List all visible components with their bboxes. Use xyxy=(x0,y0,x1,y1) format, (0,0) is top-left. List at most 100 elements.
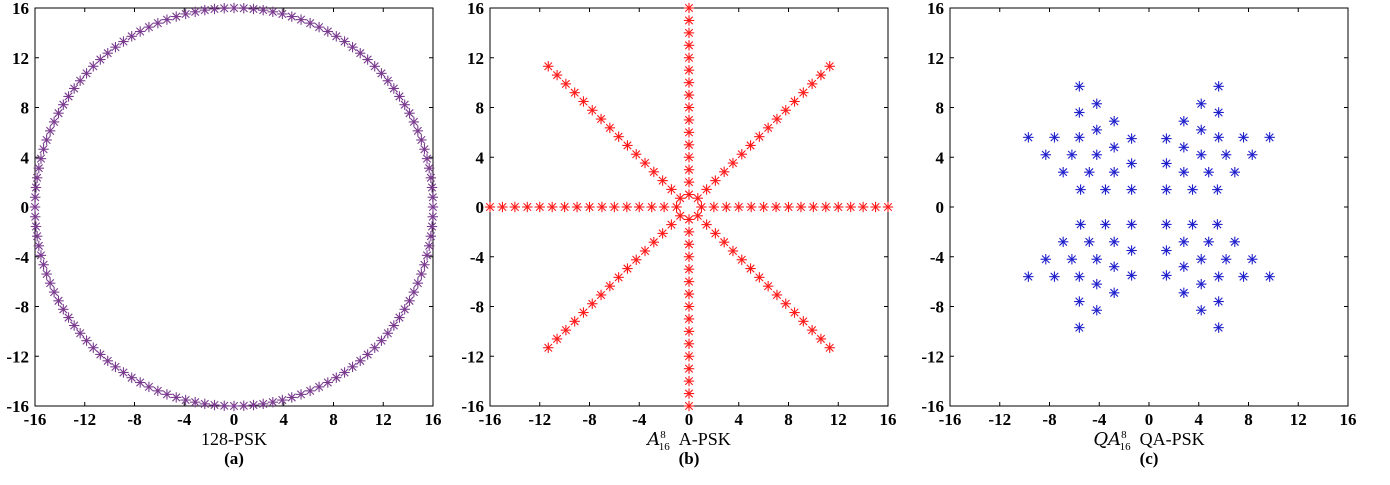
constellation-point xyxy=(394,312,405,323)
constellation-point xyxy=(257,398,269,410)
constellation-point xyxy=(683,64,695,76)
constellation-point xyxy=(604,280,616,292)
constellation-point xyxy=(727,157,739,169)
constellation-point xyxy=(48,116,60,128)
constellation-point xyxy=(1023,132,1034,143)
constellation-point xyxy=(587,105,598,116)
constellation-point xyxy=(238,3,249,14)
y-tick-label: 12 xyxy=(467,49,484,68)
constellation-point xyxy=(331,31,342,42)
constellation-point xyxy=(369,61,380,72)
x-tick-label: -4 xyxy=(1092,410,1107,429)
constellation-point xyxy=(199,4,211,16)
constellation-point xyxy=(560,78,572,90)
constellation-point xyxy=(286,11,297,22)
constellation-point xyxy=(423,240,435,252)
constellation-point xyxy=(1196,305,1207,316)
constellation-point xyxy=(683,276,695,287)
constellation-point xyxy=(692,210,703,221)
constellation-point xyxy=(798,87,809,98)
constellation-point xyxy=(692,193,703,204)
constellation-point xyxy=(683,251,695,262)
constellation-point xyxy=(621,201,633,213)
constellation-point xyxy=(102,47,113,59)
constellation-point xyxy=(161,14,173,25)
x-tick-label: 16 xyxy=(1340,410,1357,429)
constellation-point xyxy=(718,236,730,248)
constellation-point xyxy=(870,201,881,213)
constellation-point xyxy=(578,96,589,107)
constellation-point xyxy=(88,342,99,353)
axis-ticks: -16 -12 -8 -4 0 4 8 12 16 -16 -12 -8 -4 0 4 8 12 16 xyxy=(6,0,441,429)
constellation-point xyxy=(322,377,334,388)
constellation-point xyxy=(58,304,69,315)
constellation-point xyxy=(613,272,624,283)
x-axis-label: QA8 16 QA-PSK xyxy=(1093,429,1204,453)
subcaption: (a) xyxy=(224,449,244,468)
constellation-point xyxy=(546,201,558,213)
x-tick-label: 0 xyxy=(230,410,239,429)
constellation-point xyxy=(754,131,765,142)
constellation-point xyxy=(1091,149,1102,160)
constellation-point xyxy=(780,298,791,309)
constellation-point xyxy=(1049,271,1060,282)
constellation-point xyxy=(134,377,146,388)
constellation-point xyxy=(604,122,616,134)
constellation-point xyxy=(1238,271,1249,282)
constellation-point xyxy=(277,8,288,20)
constellation-point xyxy=(560,324,572,336)
constellation-point xyxy=(1187,184,1198,195)
constellation-point xyxy=(376,335,387,346)
constellation-point xyxy=(658,201,670,213)
constellation-point xyxy=(404,295,415,307)
constellation-point xyxy=(209,399,220,411)
constellation-point xyxy=(1213,81,1224,92)
constellation-point xyxy=(1091,124,1102,136)
constellation-point xyxy=(228,2,240,14)
constellation-point xyxy=(1126,158,1137,169)
constellation-point xyxy=(595,289,607,301)
constellation-point xyxy=(1213,271,1224,282)
constellation-point xyxy=(399,304,410,315)
x-tick-label: 4 xyxy=(735,410,744,429)
constellation-point xyxy=(38,144,49,155)
constellation-point xyxy=(1196,254,1207,265)
constellation-point xyxy=(1213,107,1224,118)
constellation-point xyxy=(833,201,844,213)
constellation-point xyxy=(1212,219,1223,230)
constellation-point xyxy=(408,116,420,128)
constellation-point xyxy=(683,239,695,250)
constellation-point xyxy=(683,164,695,175)
x-tick-label: -8 xyxy=(582,410,596,429)
constellation-point xyxy=(770,201,782,213)
constellation-point xyxy=(1074,132,1085,143)
constellation-point xyxy=(806,324,818,336)
constellation-point xyxy=(421,250,433,261)
x-tick-label: -12 xyxy=(988,410,1011,429)
x-tick-label: -12 xyxy=(73,410,96,429)
constellation-point xyxy=(683,313,695,325)
constellation-point xyxy=(1161,245,1172,256)
constellation-point xyxy=(845,201,856,213)
constellation-point xyxy=(30,211,41,222)
constellation-point xyxy=(1213,132,1224,143)
constellation-point xyxy=(152,17,164,29)
constellation-point xyxy=(171,11,182,22)
x-tick-label: 4 xyxy=(1195,410,1204,429)
constellation-point xyxy=(41,134,52,146)
constellation-point xyxy=(31,230,43,242)
constellation-point xyxy=(248,3,259,15)
constellation-point xyxy=(199,398,211,410)
x-tick-label: -4 xyxy=(177,410,192,429)
constellation-point xyxy=(701,184,712,195)
constellation-point xyxy=(798,316,809,327)
constellation-point xyxy=(657,228,668,239)
constellation-point xyxy=(228,400,240,412)
constellation-point xyxy=(1074,271,1085,282)
constellation-point xyxy=(1074,81,1085,92)
x-tick-label: -8 xyxy=(127,410,141,429)
constellation-point xyxy=(683,288,695,300)
constellation-point xyxy=(622,263,633,274)
constellation-point xyxy=(758,201,769,213)
y-tick-label: -8 xyxy=(470,298,484,317)
